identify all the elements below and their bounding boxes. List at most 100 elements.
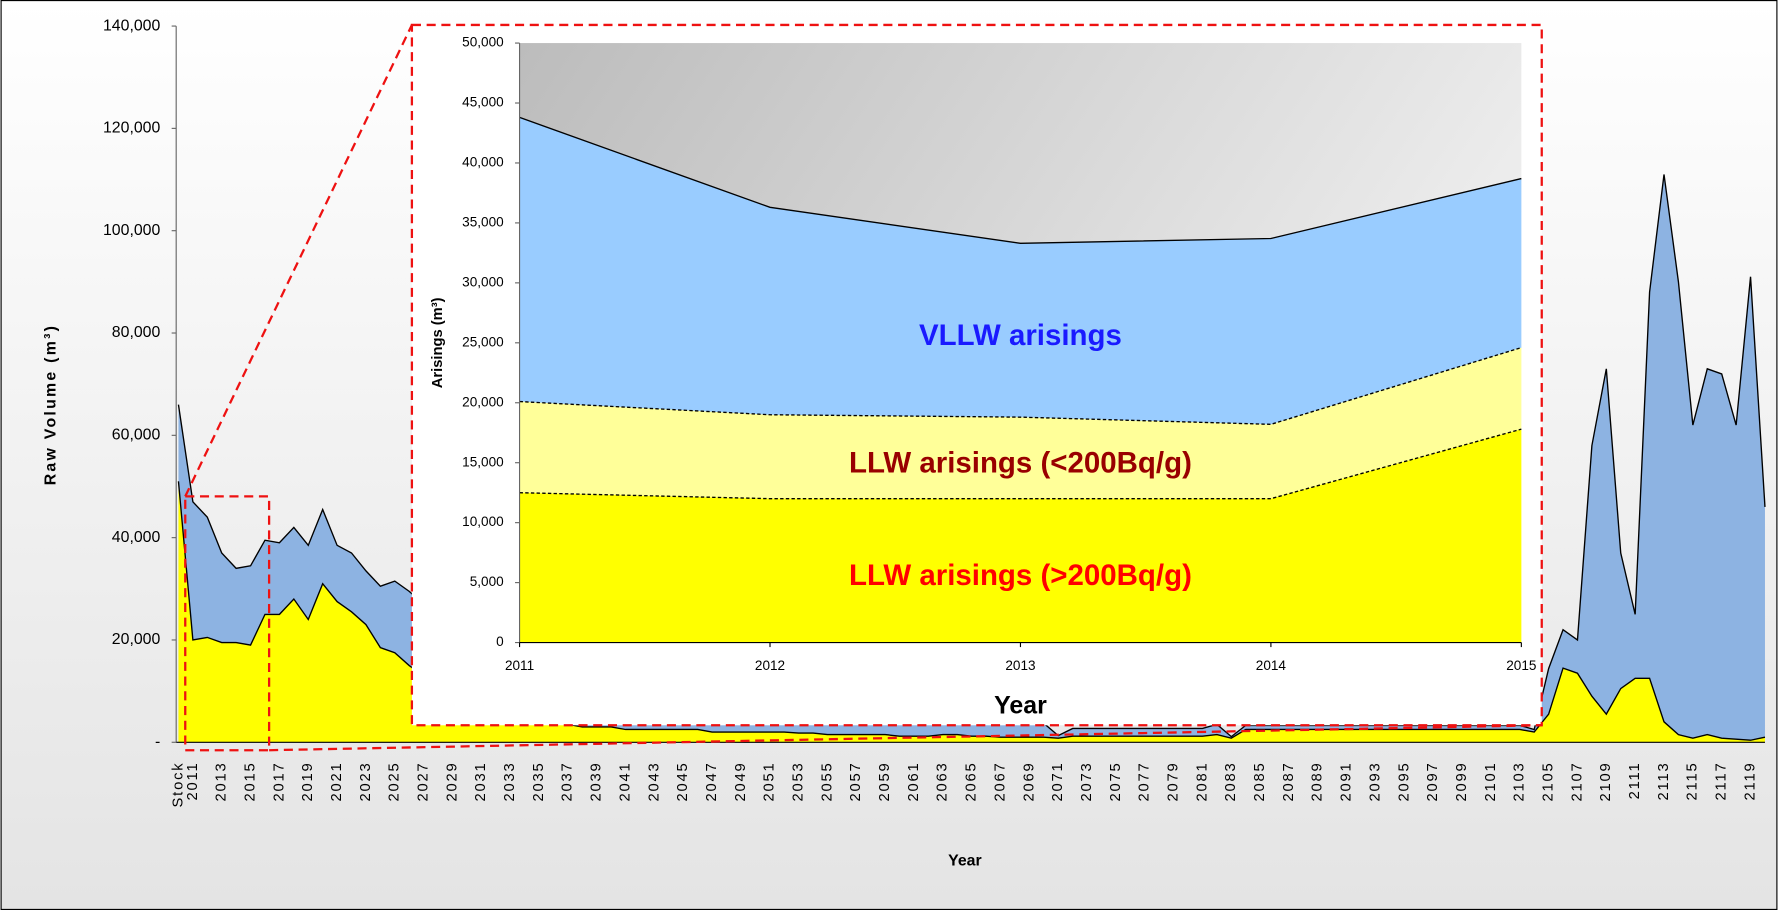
y-tick-label: 15,000	[462, 454, 504, 469]
x-tick-label: 2011	[185, 762, 201, 801]
series-label: LLW arisings (>200Bq/g)	[849, 559, 1192, 592]
x-tick-label: 2097	[1425, 762, 1441, 802]
x-tick-label: 2031	[473, 762, 489, 802]
zoom-box	[184, 495, 271, 752]
x-tick-label: 2091	[1339, 762, 1355, 802]
x-tick-label: 2117	[1714, 762, 1730, 801]
x-tick-label: 2017	[271, 762, 287, 802]
y-axis-title: Arisings (m³)	[430, 297, 446, 388]
x-tick-label: 2115	[1685, 762, 1701, 801]
x-tick-label: 2105	[1541, 762, 1557, 802]
x-tick-label: 2069	[1021, 762, 1037, 802]
zoom-indicator	[184, 23, 1543, 752]
x-tick-label: 2033	[502, 762, 518, 802]
x-tick-label: 2014	[1256, 658, 1287, 673]
x-tick-label: 2023	[358, 762, 374, 802]
y-tick-label: 40,000	[112, 529, 161, 546]
area-outline	[519, 116, 1522, 244]
x-tick-label: 2027	[416, 762, 432, 802]
area	[178, 481, 1765, 743]
y-tick-label: 40,000	[462, 155, 504, 170]
x-tick-label: 2099	[1454, 762, 1470, 802]
x-tick-label: 2103	[1512, 762, 1528, 802]
x-tick-label: 2089	[1310, 762, 1326, 802]
x-tick-label: 2061	[906, 762, 922, 802]
y-tick-label: 50,000	[462, 35, 504, 50]
inset-chart: 0 5,000 10,000 15,000 20,000 25,000 30,000 35,0…	[411, 24, 1542, 726]
x-tick-label: 2047	[704, 762, 720, 802]
y-tick-label: -	[155, 733, 160, 750]
y-tick-label: 20,000	[462, 394, 504, 409]
x-tick-label: 2087	[1281, 762, 1297, 802]
x-tick-label: 2081	[1194, 762, 1210, 802]
x-tick-label: 2029	[444, 762, 460, 802]
x-tick-label: 2085	[1252, 762, 1268, 802]
y-tick-label: 100,000	[103, 222, 161, 239]
x-tick-label: 2015	[1506, 658, 1536, 673]
main-chart: - 20,000 40,000 60,000 80,000 100,000 120,000 1…	[43, 17, 1766, 869]
x-tick-label: 2111	[1627, 762, 1643, 800]
x-tick-label: 2093	[1367, 762, 1383, 802]
x-tick-label: 2041	[617, 762, 633, 802]
zoom-line	[184, 24, 413, 497]
x-tick-label: 2051	[762, 762, 778, 802]
x-tick-label: 2075	[1108, 762, 1124, 802]
y-tick-label: 0	[496, 634, 504, 649]
x-tick-label: 2053	[791, 762, 807, 802]
x-tick-label: 2119	[1742, 762, 1758, 801]
x-tick-label: 2057	[848, 762, 864, 802]
y-tick-label: 45,000	[462, 95, 504, 110]
area	[178, 174, 1765, 741]
y-tick-label: 10,000	[462, 514, 504, 529]
x-tick-label: 2101	[1483, 762, 1499, 802]
y-tick-label: 35,000	[462, 215, 504, 230]
x-tick-label: 2011	[505, 658, 534, 673]
y-tick-label: 5,000	[470, 574, 504, 589]
x-tick-label: 2035	[531, 762, 547, 802]
x-tick-label: 2073	[1079, 762, 1095, 802]
x-tick-label: 2015	[242, 762, 258, 802]
area-outline	[519, 346, 1522, 426]
y-tick-label: 25,000	[462, 334, 504, 349]
x-tick-label: 2083	[1223, 762, 1239, 802]
x-axis-title: Year	[994, 692, 1047, 720]
x-tick-label: 2065	[964, 762, 980, 802]
x-tick-label: 2063	[935, 762, 951, 802]
x-tick-label: 2067	[992, 762, 1008, 802]
x-tick-label: 2021	[329, 762, 345, 802]
x-tick-label: 2037	[560, 762, 576, 802]
x-tick-label: 2039	[589, 762, 605, 802]
inset-border	[410, 23, 1543, 727]
y-axis-title: Raw Volume (m³)	[43, 324, 60, 485]
y-tick-label: 20,000	[112, 631, 161, 648]
x-tick-label: 2079	[1166, 762, 1182, 802]
x-tick-label: 2045	[675, 762, 691, 802]
zoom-line	[269, 724, 1542, 752]
x-tick-label: 2043	[646, 762, 662, 802]
x-tick-label: 2107	[1569, 762, 1585, 802]
x-tick-label: 2055	[819, 762, 835, 802]
x-axis-title: Year	[948, 852, 982, 869]
x-tick-label: 2025	[387, 762, 403, 802]
x-tick-label: 2049	[733, 762, 749, 802]
area-outline	[519, 428, 1522, 500]
series-label: LLW arisings (<200Bq/g)	[849, 446, 1192, 479]
y-tick-label: 80,000	[112, 324, 161, 341]
y-tick-label: 30,000	[462, 274, 504, 289]
x-tick-label: 2071	[1050, 762, 1066, 802]
x-tick-label: 2013	[214, 762, 230, 802]
y-tick-label: 60,000	[112, 427, 161, 444]
x-tick-label: 2095	[1396, 762, 1412, 802]
series-label: VLLW arisings	[919, 319, 1122, 352]
y-tick-label: 140,000	[103, 17, 161, 34]
y-tick-label: 120,000	[103, 120, 161, 137]
area	[519, 429, 1522, 643]
x-tick-label: 2077	[1137, 762, 1153, 802]
x-tick-label: Stock	[170, 762, 186, 808]
x-tick-label: 2012	[755, 658, 785, 673]
area	[519, 347, 1522, 499]
x-tick-label: 2013	[1005, 658, 1035, 673]
x-tick-label: 2113	[1656, 762, 1672, 801]
